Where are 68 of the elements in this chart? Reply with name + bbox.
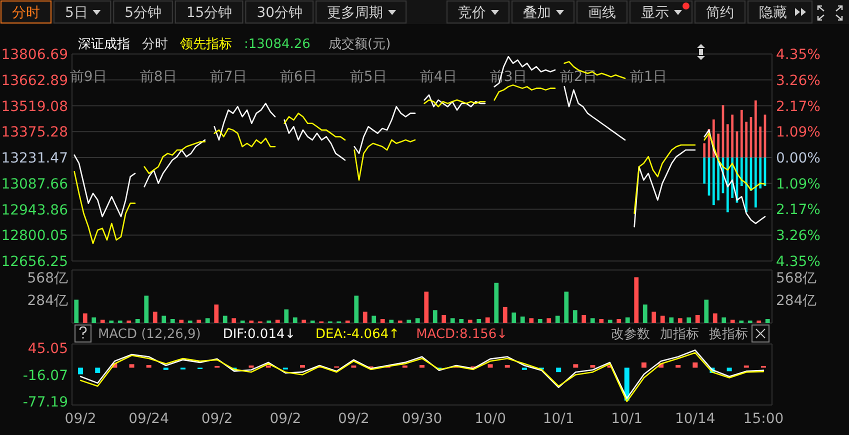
text: 领先指标 [180, 37, 232, 52]
x-tick-label: 10/14 [674, 411, 716, 427]
y2-tick-label: 3.26% [776, 72, 820, 89]
text: 5分钟 [124, 5, 162, 21]
y-tick-label: 12800.05 [1, 228, 68, 244]
y-tick-label: 13231.47 [1, 150, 68, 166]
text: 简约 [706, 5, 734, 21]
text: DEA:-4.064↑ [315, 327, 400, 342]
y-tick-label: -16.07 [22, 368, 68, 384]
y2-tick-label: 0.00% [776, 150, 820, 166]
x-tick-label: 前2日 [560, 69, 597, 85]
text: :13084.26 [244, 37, 310, 52]
x-tick-label: 10/1 [542, 411, 574, 427]
y-tick-label: 13519.08 [1, 98, 68, 115]
text: 30分钟 [256, 5, 303, 21]
y-tick-label: -77.19 [22, 394, 68, 411]
text: 改参数 [611, 327, 650, 342]
text: 显示 [641, 5, 669, 21]
x-tick-label: 09/2 [64, 411, 96, 427]
text: DIF:0.014↓ [222, 327, 296, 342]
x-tick-label: 前1日 [630, 69, 667, 85]
text: 更多周期 [327, 5, 384, 21]
x-tick-label: 前8日 [140, 69, 177, 85]
y2-tick-label: 2.17% [776, 98, 820, 115]
x-tick-label: 前7日 [210, 69, 247, 85]
x-tick-label: 09/2 [270, 411, 302, 427]
y2-tick-label: 3.26% [776, 228, 820, 244]
x-tick-label: 09/30 [402, 411, 442, 427]
text: MACD:8.156↓ [416, 327, 508, 342]
y2-tick-label: 284亿 [776, 293, 817, 310]
text: 加指标 [660, 327, 699, 342]
x-tick-label: 09/24 [128, 411, 170, 427]
x-tick-label: 前9日 [70, 69, 107, 85]
y-tick-label: 13806.69 [1, 47, 68, 63]
y2-tick-label: 4.35% [776, 47, 820, 63]
y-tick-label: 13662.89 [1, 72, 68, 89]
text: 竞价 [458, 5, 486, 21]
text: 分时 [142, 37, 168, 52]
text: 换指标 [709, 327, 748, 342]
y-tick-label: 568亿 [27, 270, 68, 286]
text: 深证成指 [78, 37, 130, 52]
x-tick-label: 前5日 [350, 69, 387, 85]
x-tick-label: 前6日 [280, 69, 317, 85]
x-tick-label: 10/0 [474, 411, 506, 427]
y2-tick-label: 568亿 [776, 270, 817, 286]
x-tick-label: 前4日 [420, 69, 457, 85]
chart-title: MACD (12,26,9) [98, 327, 201, 342]
text: 分时 [12, 5, 40, 21]
x-tick-label: 09/2 [338, 411, 370, 427]
x-tick-label: 10/1 [611, 411, 643, 427]
x-tick-label: 15:00 [743, 411, 784, 427]
y-tick-label: 284亿 [27, 293, 68, 310]
text: 15分钟 [186, 5, 232, 21]
text: 叠加 [523, 5, 551, 21]
text: 5日 [65, 5, 88, 21]
y2-tick-label: 1.09% [776, 124, 820, 141]
y-tick-label: 13087.66 [1, 176, 68, 192]
y-tick-label: 12656.25 [1, 254, 68, 270]
text: 隐藏 [759, 5, 787, 21]
y2-tick-label: 2.17% [776, 202, 820, 218]
y2-tick-label: 4.35% [776, 254, 820, 270]
y-tick-label: 12943.86 [1, 202, 68, 218]
y-tick-label: 45.05 [28, 340, 68, 357]
y2-tick-label: 1.09% [776, 176, 820, 192]
y-tick-label: 13375.28 [1, 124, 68, 141]
text: 画线 [588, 5, 616, 21]
text: 成交额(元) [328, 36, 391, 52]
x-tick-label: 09/2 [201, 411, 233, 427]
